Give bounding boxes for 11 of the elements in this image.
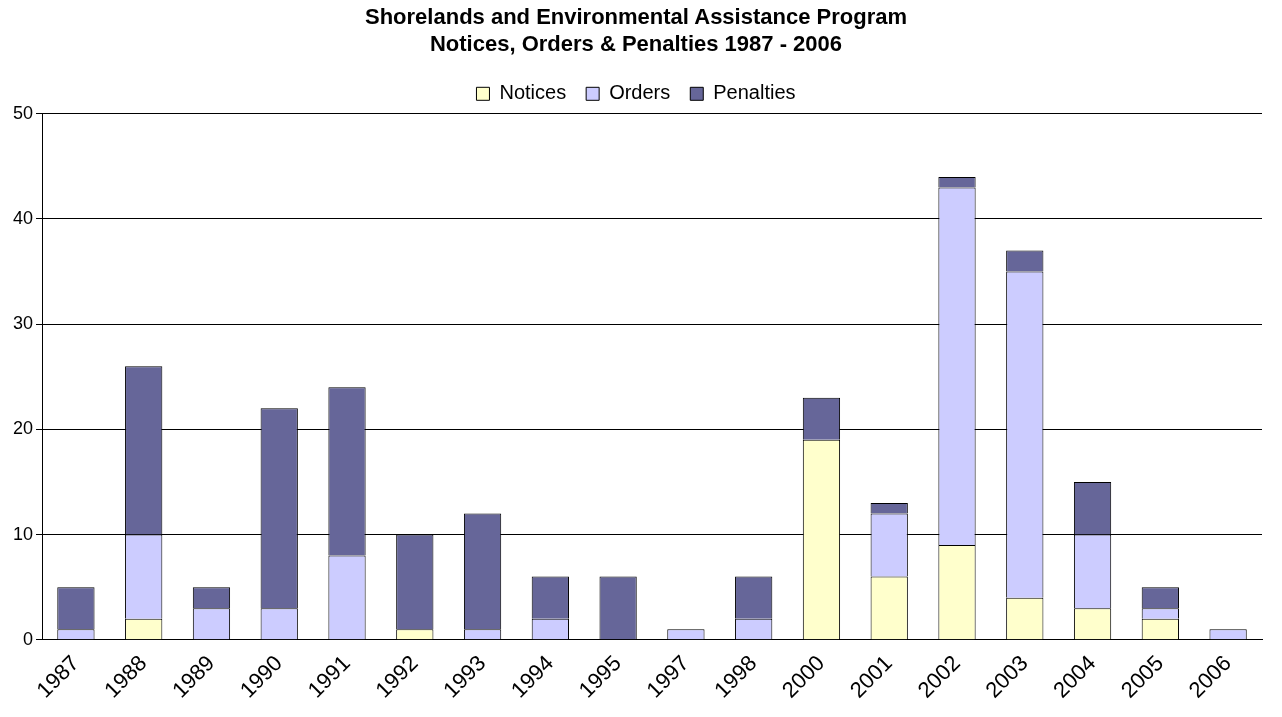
y-tick-label: 50	[12, 102, 34, 123]
legend-label: Notices	[499, 81, 567, 104]
legend-label: Orders	[609, 81, 671, 104]
text: Shorelands and Environmental Assistance Program	[364, 4, 908, 30]
y-tick-label: 20	[12, 418, 34, 439]
y-tick-label: 30	[12, 313, 34, 334]
y-tick-label: 0	[23, 628, 34, 649]
y-tick-label: 10	[12, 523, 34, 544]
text: Notices, Orders & Penalties 1987 - 2006	[429, 30, 843, 56]
legend-label: Penalties	[713, 81, 796, 104]
y-tick-label: 40	[12, 207, 34, 228]
